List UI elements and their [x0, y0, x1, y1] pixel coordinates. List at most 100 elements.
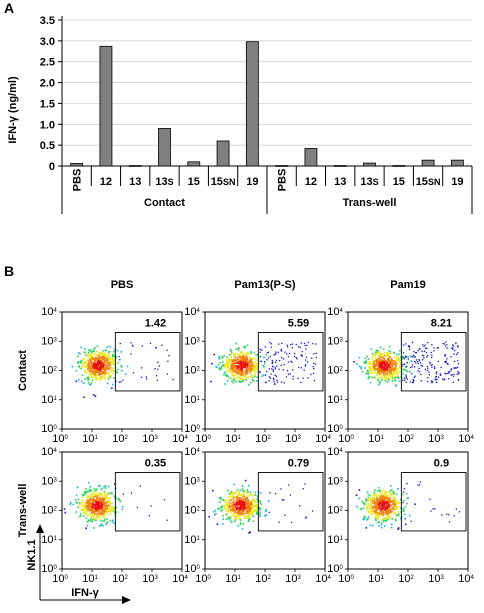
gated-point	[305, 364, 307, 366]
gated-point	[270, 373, 272, 375]
gated-point	[439, 373, 441, 375]
scatter-point	[261, 375, 263, 378]
scatter-point	[251, 510, 254, 513]
scatter-point	[391, 368, 393, 370]
scatter-point	[95, 509, 98, 511]
scatter-point	[358, 489, 361, 491]
scatter-point	[384, 511, 387, 513]
scatter-point	[245, 503, 247, 505]
gated-point	[276, 381, 278, 383]
scatter-point	[88, 509, 91, 511]
scatter-point	[372, 496, 374, 499]
gated-point	[293, 355, 296, 357]
gated-point	[274, 353, 276, 355]
scatter-point	[404, 523, 407, 526]
scatter-point	[379, 368, 382, 371]
scatter-point	[247, 367, 250, 370]
gated-point	[277, 351, 279, 353]
scatter-point	[249, 493, 252, 495]
scatter-point	[379, 369, 382, 372]
gated-point	[267, 357, 270, 359]
scatter-point	[84, 371, 87, 374]
scatter-point	[88, 488, 91, 491]
gated-point	[451, 344, 454, 346]
scatter-point	[384, 509, 387, 511]
scatter-point	[386, 353, 389, 355]
plot-frame	[347, 451, 469, 570]
scatter-point	[101, 509, 103, 512]
gated-point	[442, 342, 444, 345]
scatter-point	[239, 496, 242, 499]
scatter-point	[99, 378, 101, 381]
scatter-point	[243, 504, 245, 506]
scatter-point	[103, 485, 105, 488]
gated-point	[420, 364, 422, 367]
scatter-point	[115, 511, 118, 513]
scatter-point	[367, 370, 369, 373]
panel-letter-a: A	[4, 0, 14, 16]
scatter-point	[389, 490, 392, 492]
scatter-point	[402, 510, 405, 513]
scatter-point	[86, 502, 89, 504]
scatter-point	[243, 497, 245, 500]
gated-point	[300, 381, 302, 384]
scatter-point	[105, 364, 107, 367]
scatter-point	[234, 509, 237, 511]
scatter-point	[77, 352, 80, 354]
scatter-point	[378, 489, 381, 492]
gated-point	[287, 373, 290, 375]
scatter-point	[260, 503, 263, 505]
scatter-point	[392, 503, 394, 506]
scatter-point	[369, 360, 372, 363]
scatter-point	[242, 380, 245, 382]
scatter-point	[395, 520, 397, 522]
scatter-point	[95, 492, 98, 495]
scatter-point	[378, 364, 381, 367]
scatter-point	[101, 513, 103, 515]
scatter-point	[395, 353, 398, 356]
gated-point	[282, 369, 284, 371]
scatter-point	[255, 510, 258, 512]
scatter-point	[239, 522, 242, 524]
gated-point	[448, 377, 450, 380]
scatter-point	[111, 510, 114, 513]
scatter-point	[394, 378, 397, 381]
scatter-point	[244, 504, 246, 506]
scatter-point	[103, 493, 106, 496]
scatter-point	[94, 377, 97, 379]
bar	[70, 163, 84, 167]
scatter-point	[394, 505, 396, 507]
scatter-point	[97, 502, 100, 505]
scatter-point	[378, 490, 381, 492]
scatter-point	[89, 492, 92, 495]
gated-point	[448, 372, 450, 374]
scatter-point	[390, 513, 392, 516]
scatter-point	[94, 371, 96, 374]
gated-point	[415, 362, 417, 364]
scatter-point	[87, 505, 90, 508]
scatter-point	[418, 348, 421, 350]
gated-point	[264, 374, 267, 376]
scatter-point	[233, 506, 235, 509]
gated-point	[300, 354, 302, 356]
scatter-point	[230, 359, 232, 362]
scatter-point	[386, 355, 389, 357]
scatter-point	[366, 370, 369, 372]
scatter-point	[85, 366, 88, 369]
scatter-point	[248, 352, 250, 355]
scatter-point	[395, 508, 398, 510]
scatter-point	[235, 502, 238, 505]
scatter-point	[108, 360, 111, 363]
scatter-point	[248, 508, 250, 511]
scatter-point	[105, 485, 107, 487]
scatter-point	[90, 373, 93, 376]
scatter-point	[101, 508, 104, 511]
scatter-point	[394, 356, 397, 359]
scatter-point	[101, 515, 104, 517]
scatter-point	[84, 504, 87, 506]
scatter-point	[389, 370, 391, 373]
scatter-point	[256, 494, 259, 497]
scatter-point	[214, 509, 217, 512]
scatter-point	[358, 497, 360, 500]
scatter-point	[393, 371, 396, 374]
